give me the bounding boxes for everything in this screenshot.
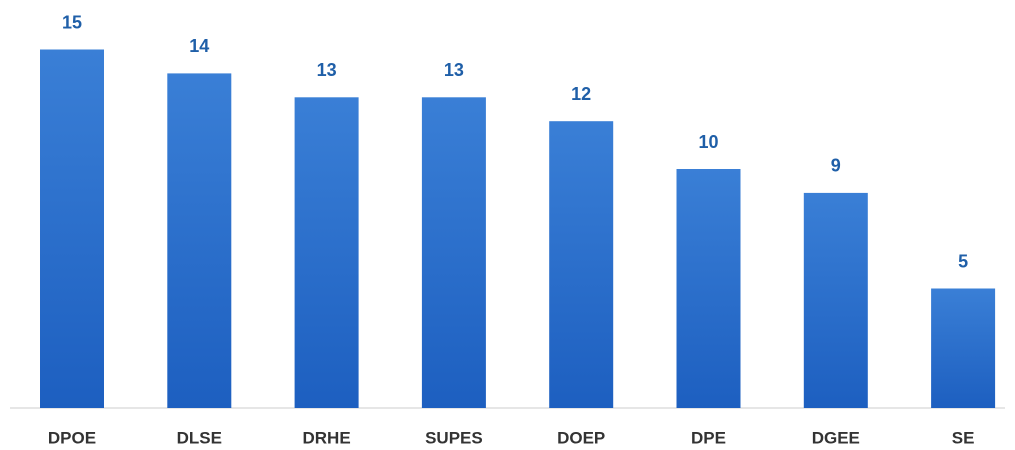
value-label: 13 (444, 60, 464, 80)
value-label: 5 (958, 251, 968, 271)
value-label: 13 (317, 60, 337, 80)
x-tick-label: DPOE (48, 428, 96, 447)
bar (676, 169, 741, 408)
x-tick-label: SE (952, 428, 975, 447)
x-tick-label: DLSE (177, 428, 222, 447)
bar (167, 73, 232, 409)
value-label: 9 (831, 156, 841, 176)
x-tick-label: DOEP (557, 428, 605, 447)
value-label: 12 (571, 84, 591, 104)
bar (40, 49, 104, 408)
bar (421, 97, 486, 409)
value-label: 10 (698, 132, 718, 152)
x-tick-label: DRHE (303, 428, 351, 447)
x-tick-label: DGEE (812, 428, 860, 447)
bar (294, 97, 359, 409)
value-label: 15 (62, 12, 82, 32)
value-label: 14 (189, 36, 209, 56)
x-tick-label: SUPES (425, 428, 483, 447)
bar (549, 121, 614, 408)
bar (803, 192, 868, 408)
bar (931, 288, 996, 408)
x-tick-label: DPE (691, 428, 726, 447)
